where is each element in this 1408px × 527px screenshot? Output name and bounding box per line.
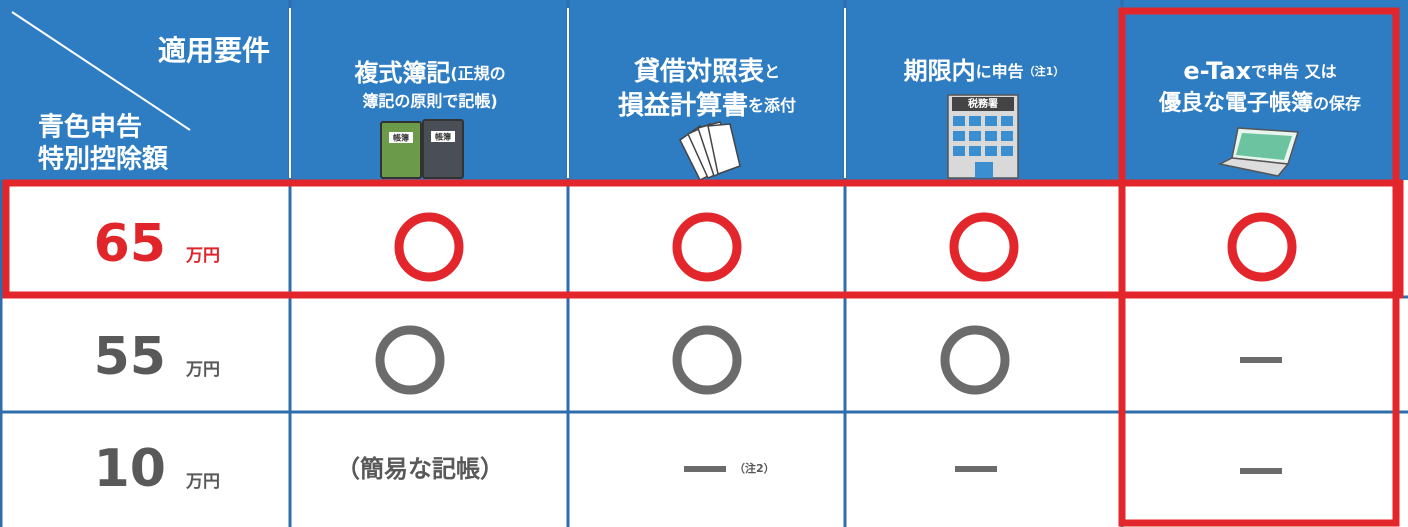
cell-text: （簡易な記帳）: [336, 455, 504, 483]
dash-mark: [684, 466, 726, 472]
dash-mark: [1240, 468, 1282, 474]
icon-label: 税務署: [968, 97, 998, 110]
laptop-icon: [1217, 127, 1299, 177]
header-text: 簿記の原則で記帳): [362, 92, 497, 111]
corner-top: 適用要件: [158, 34, 270, 67]
row-10: 10 万円 （簡易な記帳） （注2）: [94, 439, 1282, 499]
amount: 55: [94, 327, 166, 387]
books-icon: 帳簿 帳簿: [380, 119, 464, 179]
circle-mark: [672, 325, 742, 395]
corner-diagonal: [11, 11, 191, 131]
header-text: 複式簿記: [354, 59, 450, 87]
tax-office-icon: 税務署: [947, 94, 1019, 179]
header-text: 貸借対照表: [633, 56, 765, 87]
circle-mark: [394, 212, 464, 282]
header-text: (正規の: [450, 64, 505, 83]
header-text: 優良な電子帳簿: [1158, 90, 1313, 116]
corner-bottom: 青色申告: [38, 112, 142, 143]
dash-mark: [955, 466, 997, 472]
amount: 65: [94, 214, 166, 274]
header-text: の保存: [1313, 94, 1361, 113]
unit: 万円: [185, 472, 220, 492]
header-text: 損益計算書: [618, 90, 748, 121]
circle-mark: [672, 212, 742, 282]
icon-label: 帳簿: [435, 132, 451, 142]
highlight-row: [2, 179, 1404, 299]
header-text: を添付: [748, 96, 796, 115]
circle-mark: [940, 325, 1010, 395]
column-header: 複式簿記(正規の: [354, 59, 505, 87]
column-header: 損益計算書を添付: [618, 90, 796, 121]
header-dividers: [289, 8, 846, 178]
circle-mark: [1227, 212, 1297, 282]
header-note: （注1）: [1024, 64, 1065, 78]
header-text: に申告: [976, 62, 1024, 81]
unit: 万円: [185, 246, 220, 266]
column-header: e-Taxで申告 又は: [1183, 57, 1336, 85]
row-65: 65 万円: [94, 212, 1297, 282]
unit: 万円: [185, 360, 220, 380]
column-header: 貸借対照表と: [633, 56, 780, 87]
header-text: 期限内: [904, 57, 976, 85]
circle-mark: [375, 325, 445, 395]
header-text: と: [764, 62, 780, 81]
amount: 10: [94, 439, 166, 499]
cell-note: （注2）: [734, 461, 775, 475]
circle-mark: [949, 212, 1019, 282]
header-text: で申告 又は: [1251, 62, 1337, 81]
documents-icon: [679, 121, 741, 182]
header-text: e-Tax: [1183, 57, 1251, 85]
column-header: 優良な電子帳簿の保存: [1158, 90, 1361, 116]
column-header: 期限内に申告（注1）: [904, 57, 1065, 85]
icon-label: 帳簿: [393, 133, 409, 143]
row-55: 55 万円: [94, 325, 1282, 395]
highlight-column: [1118, 7, 1400, 527]
dash-mark: [1240, 357, 1282, 363]
corner-bottom: 特別控除額: [38, 144, 169, 175]
